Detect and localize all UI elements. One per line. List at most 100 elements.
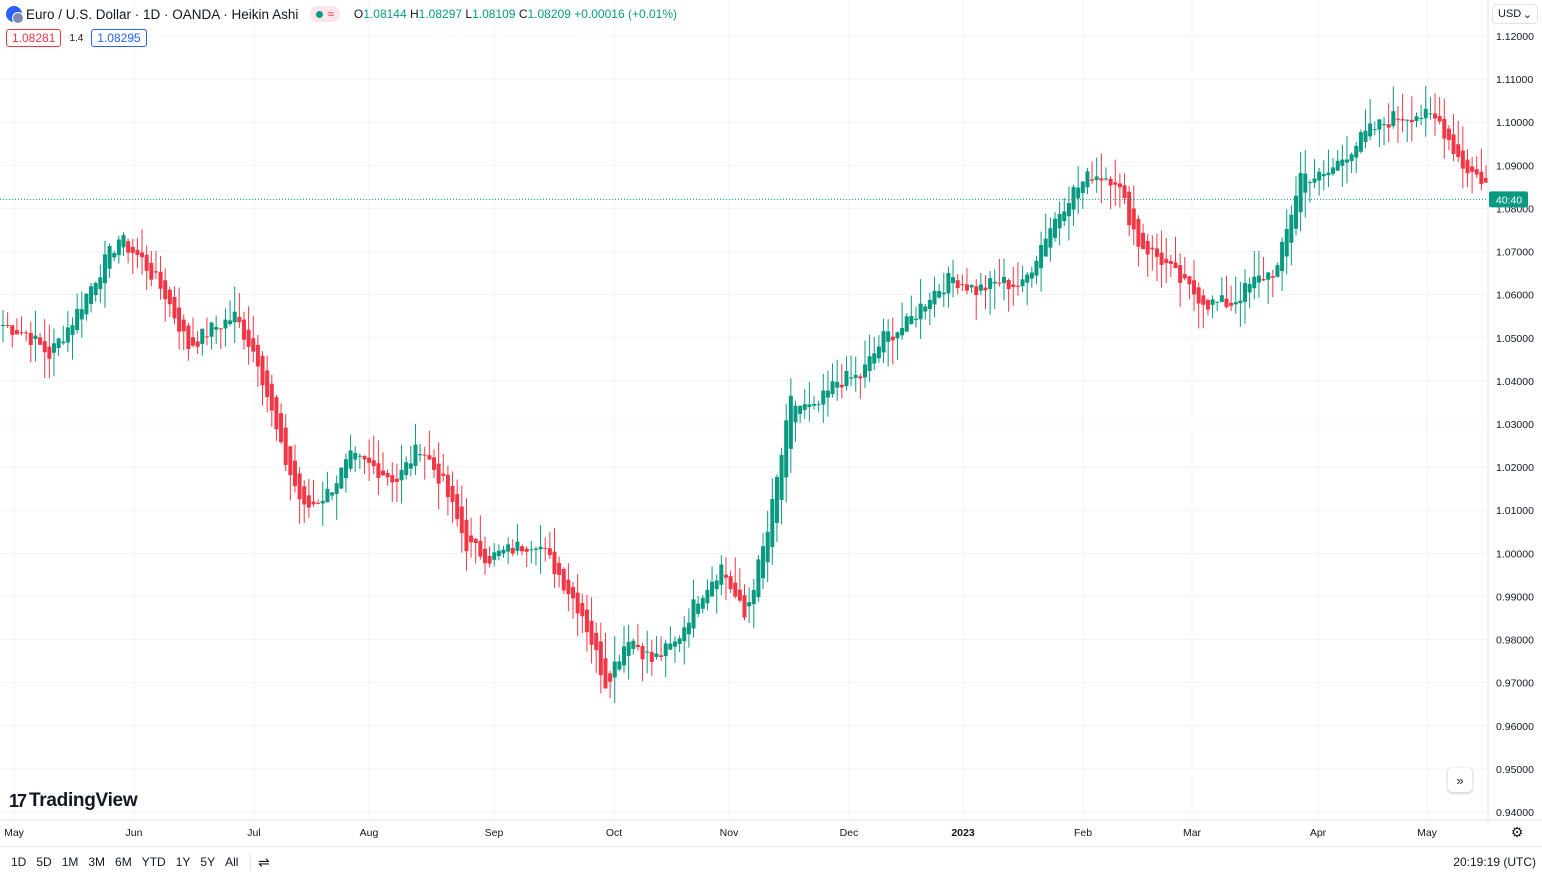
candle bbox=[1090, 161, 1095, 184]
range-button-5y[interactable]: 5Y bbox=[200, 855, 216, 869]
candle bbox=[1205, 298, 1210, 316]
candle bbox=[394, 463, 399, 502]
candle bbox=[1484, 165, 1488, 183]
utc-clock[interactable]: 20:19:19 (UTC) bbox=[1453, 855, 1536, 869]
candle-body bbox=[1451, 134, 1456, 155]
candle-body bbox=[1317, 171, 1322, 181]
currency-selector[interactable]: USD ⌄ bbox=[1492, 4, 1538, 24]
toolbar-divider bbox=[250, 854, 251, 870]
symbol-title[interactable]: Euro / U.S. Dollar · 1D · OANDA · Heikin… bbox=[26, 6, 299, 22]
candle-body bbox=[858, 376, 863, 379]
candle-body bbox=[1261, 279, 1266, 281]
candle bbox=[533, 546, 538, 566]
range-button-1m[interactable]: 1M bbox=[61, 855, 79, 869]
sell-button[interactable]: 1.08281 bbox=[6, 29, 62, 47]
candle bbox=[1266, 271, 1271, 304]
candle-body bbox=[816, 404, 821, 406]
x-tick-label: Jul bbox=[247, 827, 260, 839]
candle-body bbox=[1312, 178, 1317, 183]
candle bbox=[1382, 117, 1387, 146]
range-button-1y[interactable]: 1Y bbox=[175, 855, 191, 869]
candle-body bbox=[492, 552, 497, 560]
chevron-down-icon: ⌄ bbox=[1522, 8, 1532, 21]
candle-body bbox=[1159, 252, 1164, 265]
candle-body bbox=[431, 457, 436, 470]
range-button-5d[interactable]: 5D bbox=[36, 855, 52, 869]
candle bbox=[376, 440, 381, 496]
candle bbox=[1395, 106, 1400, 143]
candle bbox=[427, 430, 432, 460]
candle bbox=[1321, 160, 1326, 191]
candle-body bbox=[1, 325, 5, 327]
candle-body bbox=[214, 327, 219, 330]
candle-body bbox=[28, 332, 33, 346]
candle bbox=[774, 474, 779, 542]
candle bbox=[737, 568, 742, 603]
candle bbox=[992, 269, 997, 309]
candle bbox=[200, 328, 205, 356]
candle bbox=[297, 467, 302, 524]
candle bbox=[75, 293, 80, 334]
candle bbox=[770, 478, 775, 565]
gear-icon[interactable]: ⚙ bbox=[1510, 824, 1524, 840]
candle-body bbox=[126, 241, 131, 253]
candle-body bbox=[909, 316, 914, 325]
candle bbox=[909, 295, 914, 325]
range-button-6m[interactable]: 6M bbox=[115, 855, 132, 869]
candle-body bbox=[1219, 295, 1224, 302]
scroll-to-realtime-button[interactable]: » bbox=[1448, 768, 1472, 792]
candle bbox=[640, 642, 645, 682]
candle-body bbox=[1192, 280, 1197, 295]
candle-body bbox=[654, 653, 659, 658]
candle-body bbox=[1414, 116, 1419, 122]
candle-body bbox=[1062, 211, 1067, 222]
candle bbox=[1238, 281, 1243, 327]
candle-body bbox=[320, 500, 325, 504]
ohlc-values: O1.08144 H1.08297 L1.08109 C1.08209 +0.0… bbox=[353, 7, 677, 21]
candle bbox=[1386, 103, 1391, 143]
candle bbox=[1159, 230, 1164, 288]
candle-body bbox=[913, 318, 918, 321]
candle bbox=[728, 570, 733, 593]
candle bbox=[626, 624, 631, 680]
tradingview-logo: 17 TradingView bbox=[9, 790, 138, 812]
candle-body bbox=[1015, 285, 1020, 287]
range-button-all[interactable]: All bbox=[225, 855, 239, 869]
range-button-ytd[interactable]: YTD bbox=[141, 855, 166, 869]
candle bbox=[983, 275, 988, 310]
candle-body bbox=[1298, 172, 1303, 213]
candle-body bbox=[1034, 260, 1039, 276]
range-button-1d[interactable]: 1D bbox=[11, 855, 27, 869]
candle bbox=[1335, 150, 1340, 171]
candle-body bbox=[325, 488, 330, 503]
candle-body bbox=[1446, 128, 1451, 141]
candle-body bbox=[1201, 295, 1206, 305]
calendar-range-icon[interactable]: ⇌ bbox=[258, 854, 270, 870]
candle-body bbox=[56, 338, 61, 348]
range-button-3m[interactable]: 3M bbox=[88, 855, 106, 869]
candle-body bbox=[691, 599, 696, 629]
candle bbox=[140, 229, 145, 275]
candle bbox=[923, 303, 928, 320]
candle-body bbox=[1303, 173, 1308, 193]
candle-body bbox=[668, 643, 673, 650]
candle bbox=[1187, 276, 1192, 300]
candle bbox=[849, 355, 854, 387]
candle-body bbox=[1460, 150, 1465, 169]
candle-body bbox=[1423, 108, 1428, 119]
candle bbox=[214, 315, 219, 344]
candle-body bbox=[418, 454, 423, 456]
candle-body bbox=[770, 498, 775, 548]
candle bbox=[1127, 185, 1132, 237]
candle bbox=[455, 479, 460, 527]
market-status-badge[interactable]: ≈ bbox=[310, 6, 340, 22]
candle-body bbox=[867, 356, 872, 371]
candle bbox=[1201, 289, 1206, 329]
candle-body bbox=[1363, 130, 1368, 142]
candle bbox=[802, 389, 807, 419]
candle-body bbox=[274, 397, 279, 430]
buy-button[interactable]: 1.08295 bbox=[91, 29, 147, 47]
candle bbox=[204, 317, 209, 346]
price-chart[interactable]: 1.120001.110001.100001.090001.080001.070… bbox=[0, 0, 1542, 846]
candle-body bbox=[686, 622, 691, 635]
